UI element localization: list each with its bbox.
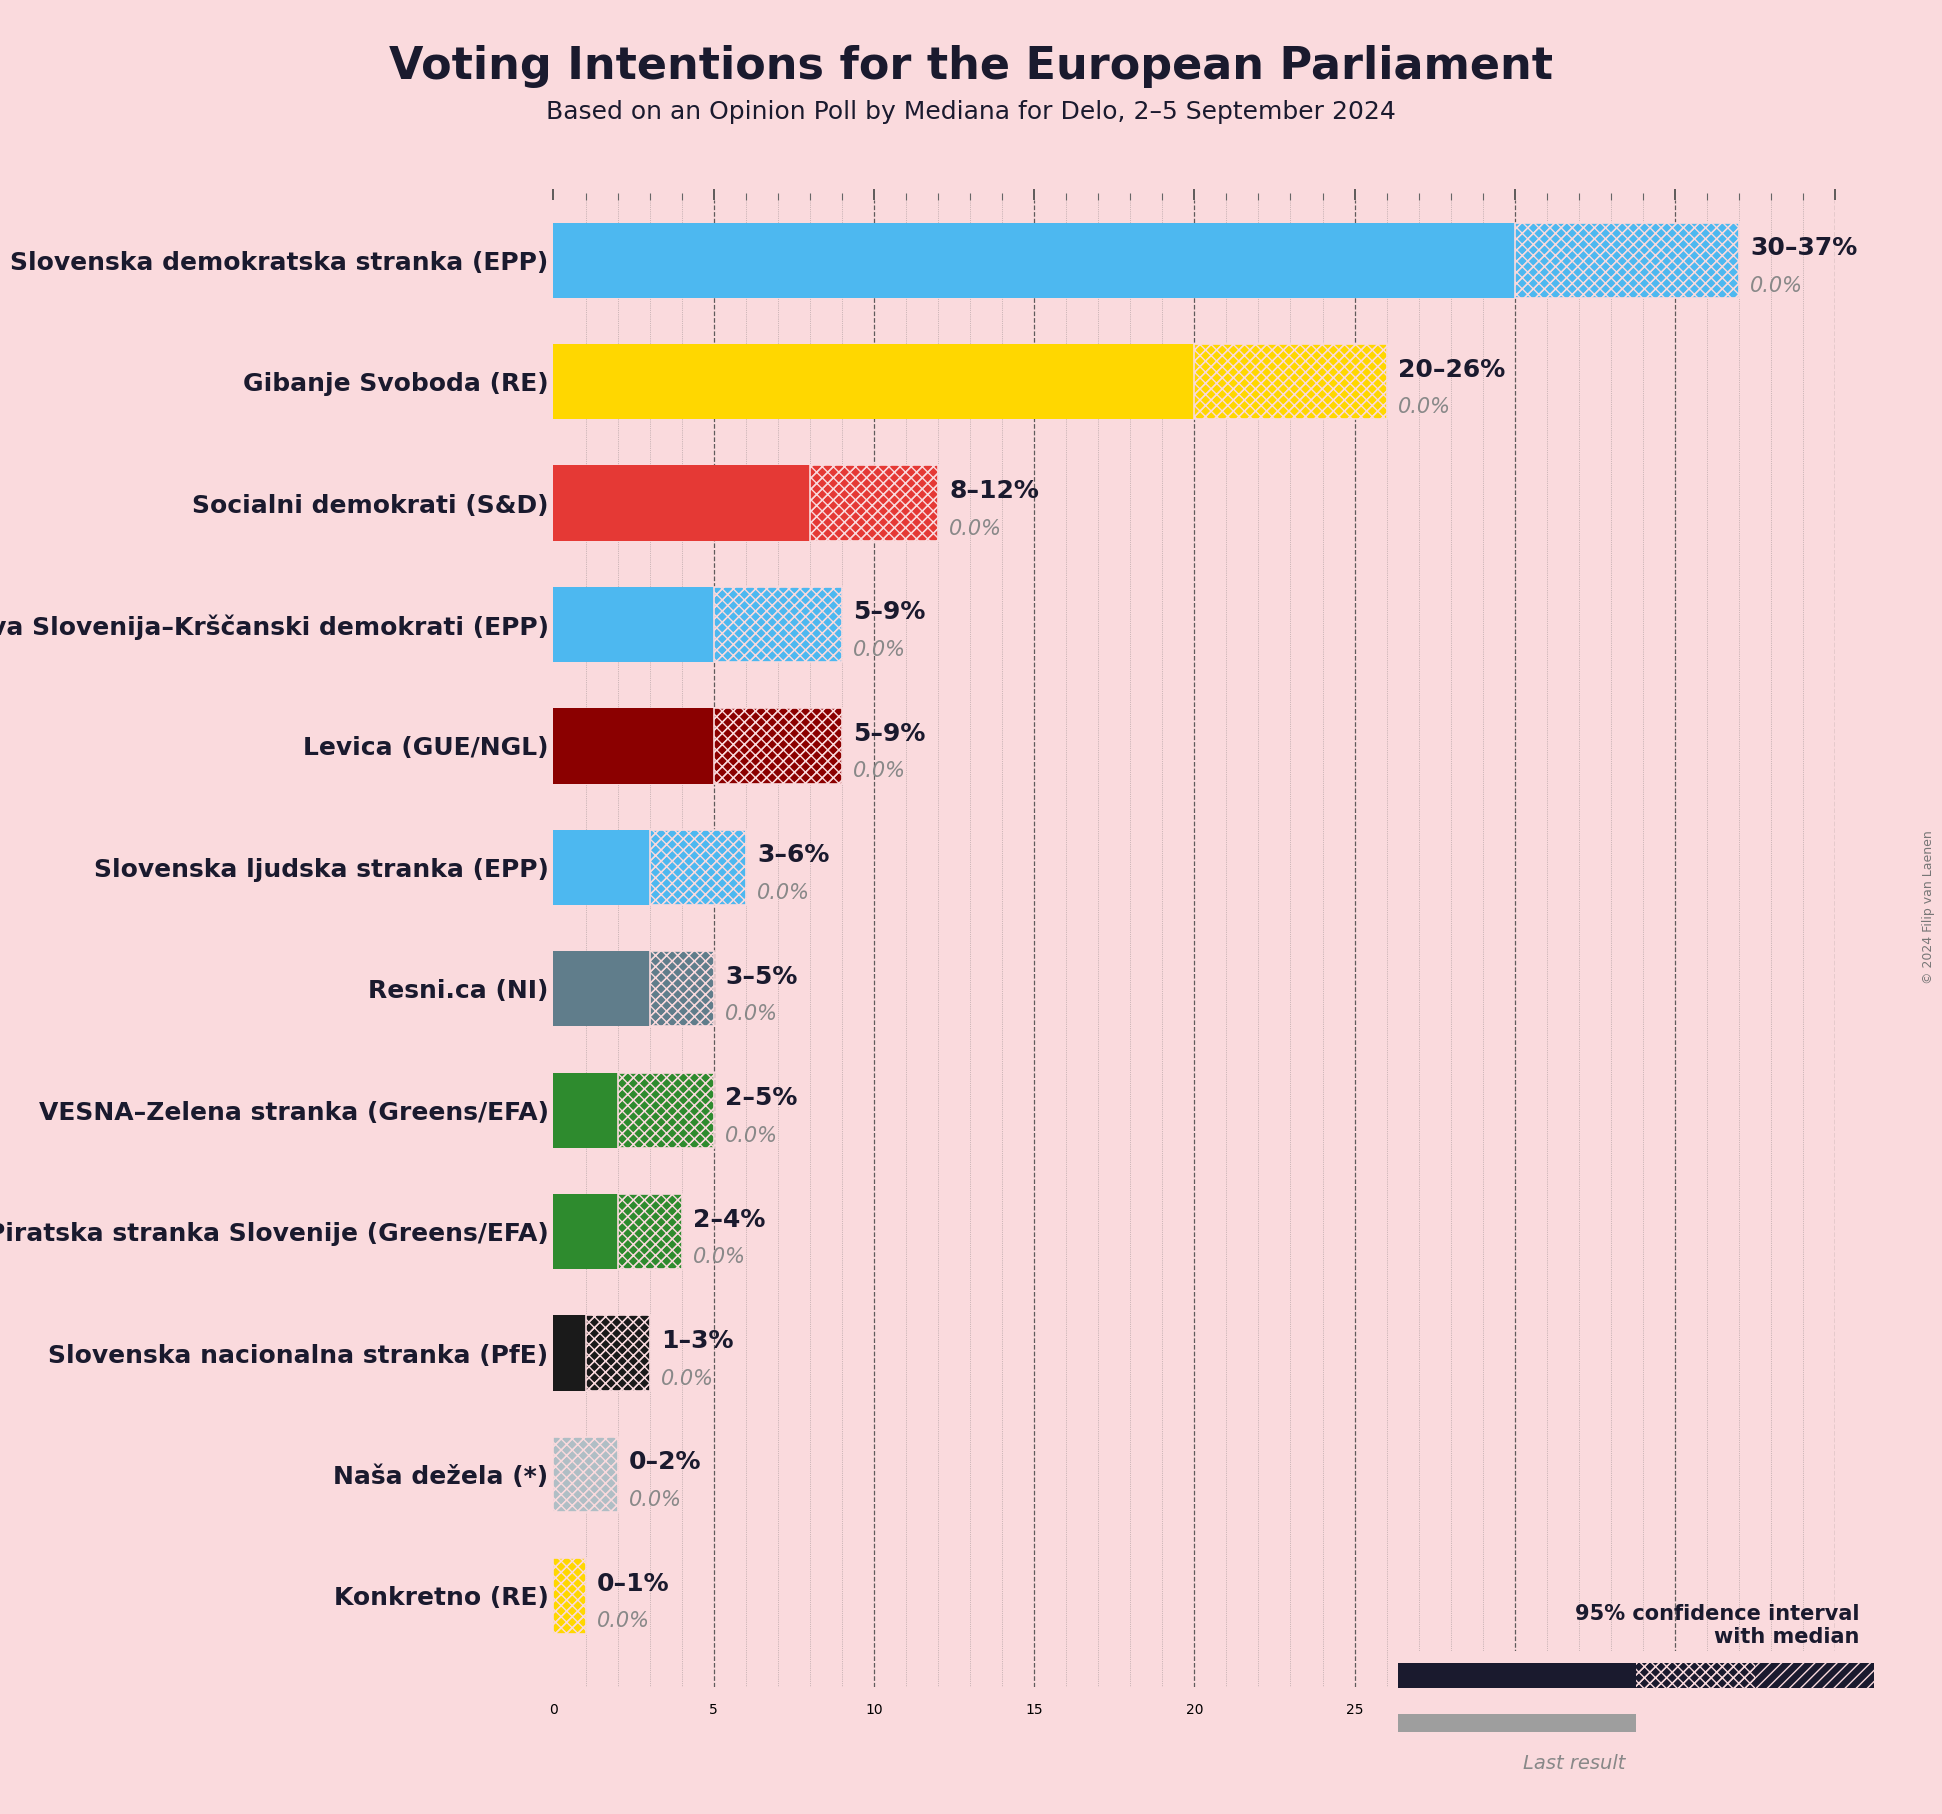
Bar [618,1194,682,1270]
Text: 0.0%: 0.0% [757,883,810,903]
Text: 0.0%: 0.0% [1750,276,1804,296]
Bar [1515,223,1740,297]
Bar [649,951,715,1027]
Bar [1194,345,1387,419]
Bar [1398,1663,1637,1689]
Text: © 2024 Filip van Laenen: © 2024 Filip van Laenen [1923,831,1934,983]
Text: 0.0%: 0.0% [950,519,1002,539]
Text: 3–5%: 3–5% [724,965,798,989]
Bar [1756,1663,1874,1689]
Text: 20–26%: 20–26% [1398,357,1505,381]
Bar [649,951,715,1027]
Text: 0.0%: 0.0% [724,1126,779,1146]
Bar [1398,1714,1637,1732]
Text: 1–3%: 1–3% [660,1330,734,1353]
Bar [1637,1663,1756,1689]
Text: 3–6%: 3–6% [757,844,829,867]
Bar [553,707,715,784]
Text: 0.0%: 0.0% [693,1248,746,1268]
Bar [618,1194,682,1270]
Bar [715,588,843,662]
Bar [553,1315,586,1391]
Bar [649,829,746,905]
Bar [1637,1663,1756,1689]
Bar [810,466,938,541]
Text: 0.0%: 0.0% [853,640,907,660]
Bar [715,707,843,784]
Bar [553,345,1194,419]
Bar [715,707,843,784]
Bar [553,1558,586,1634]
Bar [649,829,746,905]
Text: 0.0%: 0.0% [629,1489,682,1509]
Bar [553,223,1515,297]
Bar [649,829,746,905]
Bar [715,588,843,662]
Bar [553,1558,586,1634]
Bar [553,588,715,662]
Bar [553,1437,618,1513]
Text: 30–37%: 30–37% [1750,236,1858,259]
Bar [553,466,810,541]
Text: 2–5%: 2–5% [724,1087,798,1110]
Bar [553,829,649,905]
Bar [1515,223,1740,297]
Text: 2–4%: 2–4% [693,1208,765,1232]
Text: 0.0%: 0.0% [724,1005,779,1025]
Bar [553,1072,618,1148]
Bar [553,1194,618,1270]
Text: 0.0%: 0.0% [853,762,907,782]
Bar [553,951,649,1027]
Bar [553,1437,618,1513]
Text: 0.0%: 0.0% [596,1611,651,1631]
Bar [553,1558,586,1634]
Bar [1194,345,1387,419]
Bar [715,588,843,662]
Text: 0–2%: 0–2% [629,1451,701,1475]
Bar [1515,223,1740,297]
Text: 95% confidence interval
with median: 95% confidence interval with median [1575,1604,1860,1647]
Bar [618,1072,715,1148]
Bar [618,1194,682,1270]
Bar [586,1315,649,1391]
Bar [618,1072,715,1148]
Bar [586,1315,649,1391]
Bar [553,1437,618,1513]
Text: Based on an Opinion Poll by Mediana for Delo, 2–5 September 2024: Based on an Opinion Poll by Mediana for … [546,100,1396,123]
Text: 0.0%: 0.0% [660,1368,715,1388]
Bar [810,466,938,541]
Bar [618,1072,715,1148]
Bar [1194,345,1387,419]
Text: Voting Intentions for the European Parliament: Voting Intentions for the European Parli… [388,45,1554,89]
Bar [810,466,938,541]
Text: 5–9%: 5–9% [853,600,926,624]
Text: 0–1%: 0–1% [596,1571,670,1596]
Text: 8–12%: 8–12% [950,479,1039,502]
Bar [586,1315,649,1391]
Bar [649,951,715,1027]
Text: 5–9%: 5–9% [853,722,926,746]
Text: 0.0%: 0.0% [1398,397,1451,417]
Text: Last result: Last result [1523,1754,1625,1772]
Bar [715,707,843,784]
